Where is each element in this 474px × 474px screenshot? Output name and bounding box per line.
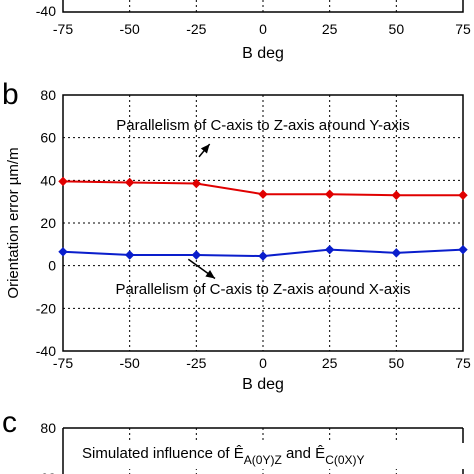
series-1-point bbox=[258, 251, 268, 261]
panel-b-label: b bbox=[2, 78, 19, 111]
panel-b-ytick-label: 0 bbox=[48, 258, 56, 274]
series-0-point bbox=[258, 189, 268, 199]
panel-b-ytick-label: -40 bbox=[36, 343, 56, 359]
panel-b-xtick-label: -75 bbox=[53, 355, 73, 371]
series-0-point bbox=[458, 190, 468, 200]
panel-a-xticks: -75 -50 -25 0 25 50 75 bbox=[53, 0, 471, 37]
panel-c-title-term2-sub: C(0X)Y bbox=[325, 453, 364, 467]
panel-b-ytick-label: 40 bbox=[40, 172, 56, 188]
panel-c-ytick-label-80: 80 bbox=[40, 420, 56, 436]
panel-c-title-term1-sub: A(0Y)Z bbox=[244, 453, 282, 467]
panel-c-title: Simulated influence of ÊA(0Y)Z and ÊC(0X… bbox=[82, 445, 365, 467]
panel-b-xticks: -75 -50 -25 0 25 50 75 bbox=[53, 355, 471, 371]
panel-a-xtick-label: 75 bbox=[455, 21, 471, 37]
panel-b-ytick-label: 60 bbox=[40, 130, 56, 146]
panel-a-xtick-label: 0 bbox=[259, 21, 267, 37]
panel-b-xtick-label: 0 bbox=[259, 355, 267, 371]
panel-b-ylabel: Orientation error µm/m bbox=[5, 147, 22, 298]
panel-b-xtick-label: 75 bbox=[455, 355, 471, 371]
panel-b-arrows bbox=[187, 143, 216, 280]
panel-c-title-bg bbox=[76, 443, 466, 469]
panel-b: b -40 -20 0 20 40 60 80 -75 -50 -25 0 25 50 75 Orien… bbox=[2, 78, 471, 393]
annotation-y-axis: Parallelism of C-axis to Z-axis around Y… bbox=[116, 117, 409, 134]
panel-b-xtick-label: -50 bbox=[120, 355, 140, 371]
panel-b-xlabel: B deg bbox=[242, 376, 284, 393]
series-1-point bbox=[58, 247, 68, 257]
panel-c-title-joiner: and bbox=[282, 445, 315, 462]
panel-a-xtick-label: -25 bbox=[186, 21, 206, 37]
panel-c-ytick-label-60: 60 bbox=[40, 470, 56, 474]
panel-c-title-term1: Ê bbox=[234, 445, 244, 462]
panel-b-series bbox=[58, 176, 468, 261]
series-0-point bbox=[324, 189, 335, 199]
panel-b-ytick-label: 20 bbox=[40, 215, 56, 231]
series-1-point bbox=[458, 244, 468, 255]
series-1-point bbox=[391, 248, 402, 258]
panel-b-xtick-label: 50 bbox=[389, 355, 405, 371]
panel-a-xlabel: B deg bbox=[242, 45, 284, 62]
panel-c-partial: c 80 60 Simulated influence of ÊA(0Y)Z a… bbox=[2, 406, 466, 474]
panel-c-label: c bbox=[2, 406, 17, 439]
panel-a-xtick-label: -50 bbox=[120, 21, 140, 37]
panel-a-partial: -40 -75 -50 -25 0 25 50 75 B deg bbox=[36, 0, 471, 62]
series-1-point bbox=[324, 244, 335, 255]
panel-a-xtick-label: 25 bbox=[322, 21, 338, 37]
panel-c-title-prefix: Simulated influence of bbox=[82, 445, 234, 462]
annotation-arrowhead-0 bbox=[200, 144, 210, 154]
series-0-point bbox=[124, 177, 135, 188]
panel-b-ytick-label: 80 bbox=[40, 87, 56, 103]
panel-b-yticks: -40 -20 0 20 40 60 80 bbox=[36, 87, 56, 359]
panel-a-xtick-label: 50 bbox=[389, 21, 405, 37]
panel-b-ytick-label: -20 bbox=[36, 300, 56, 316]
panel-a-xtick-label: -75 bbox=[53, 21, 73, 37]
series-0-point bbox=[391, 190, 402, 200]
annotation-arrowhead-1 bbox=[205, 269, 215, 279]
panel-b-xtick-label: -25 bbox=[186, 355, 206, 371]
panel-b-axes-box bbox=[62, 94, 464, 352]
series-1-point bbox=[124, 250, 135, 260]
series-1-point bbox=[191, 250, 202, 260]
series-0-point bbox=[58, 176, 68, 187]
panel-b-xtick-label: 25 bbox=[322, 355, 338, 371]
panel-a-ytick-label: -40 bbox=[36, 3, 56, 19]
annotation-x-axis: Parallelism of C-axis to Z-axis around X… bbox=[115, 281, 410, 298]
series-0-point bbox=[191, 178, 202, 189]
panel-c-title-term2: Ê bbox=[315, 445, 325, 462]
